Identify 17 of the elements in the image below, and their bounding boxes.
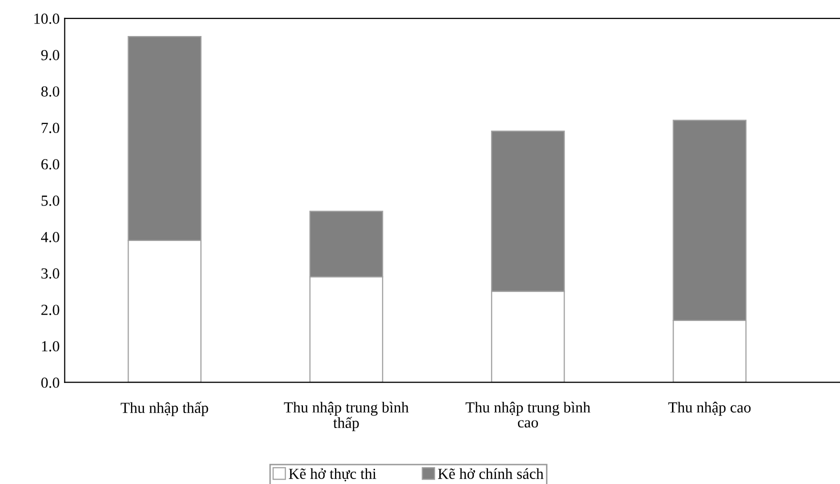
- x-tick-label: Thu nhập trung bình cao: [466, 402, 590, 428]
- x-tick-label: Thu nhập thấp: [120, 402, 208, 416]
- y-tick-label: 5.0: [42, 196, 60, 206]
- y-tick-label: 6.0: [41, 159, 60, 170]
- x-tick-label: Thu nhập cao: [668, 402, 751, 416]
- x-tick-label: Thu nhập trung bình thấp: [284, 402, 409, 432]
- y-tick-label: 8.0: [41, 86, 60, 97]
- y-tick-label: 0.0: [41, 378, 60, 388]
- y-tick-label: 7.0: [42, 122, 60, 134]
- legend-label: Kẽ hở chính sách: [438, 468, 544, 479]
- y-tick-label: 10.0: [34, 14, 60, 24]
- legend-label: Kẽ hở thực thi: [288, 468, 376, 482]
- y-tick-label: 1.0: [42, 341, 60, 352]
- y-tick-label: 2.0: [41, 304, 60, 316]
- y-tick-label: 4.0: [41, 232, 60, 242]
- y-tick-label: 9.0: [41, 50, 60, 60]
- y-tick-label: 3.0: [41, 268, 60, 279]
